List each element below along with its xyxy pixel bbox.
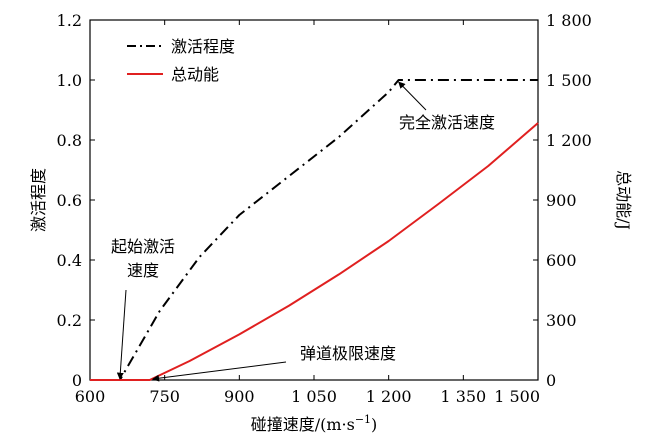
x-axis-label: 碰撞速度/(m·s−1) [251,413,378,434]
legend-label-activation: 激活程度 [171,37,235,56]
right-tick-label: 0 [546,371,556,390]
left-tick-label: 0 [72,371,82,390]
left-tick-label: 0.6 [57,191,82,210]
left-tick-label: 0.8 [57,131,82,150]
annotation-start-activation-label: 起始激活速度 [111,237,175,280]
series-layer [90,79,539,381]
right-axis-label: 总动能/J [614,170,633,230]
right-tick-label: 1 800 [546,11,592,30]
right-tick-label: 1 500 [546,71,592,90]
annotation-full-activation-label: 完全激活速度 [399,113,495,132]
x-tick-label: 1 500 [494,387,540,406]
annotation-start-activation-arrow [116,289,127,380]
right-tick-label: 900 [546,191,577,210]
left-tick-label: 1.0 [57,71,82,90]
x-axis-ticks: 600 750 900 1 050 1 200 1 350 1 500 [75,20,540,406]
x-tick-label: 1 350 [440,387,486,406]
annotation-ballistic-limit-label: 弹道极限速度 [300,344,396,363]
x-tick-label: 1 050 [291,387,337,406]
x-tick-label: 600 [75,387,106,406]
right-tick-label: 600 [546,251,577,270]
right-tick-label: 300 [546,311,577,330]
left-axis-label: 激活程度 [29,168,48,232]
series-line-activation [90,79,538,381]
left-axis-ticks: 0 0.2 0.4 0.6 0.8 1.0 1.2 [57,11,95,390]
left-tick-label: 1.2 [57,11,82,30]
x-tick-label: 750 [149,387,180,406]
legend: 激活程度 总动能 [127,37,235,84]
annotation-ballistic-limit-arrow [152,361,287,382]
series-line-kinetic-energy [90,122,539,381]
x-tick-label: 1 200 [366,387,412,406]
left-tick-label: 0.2 [57,311,82,330]
annotation-full-activation-arrow [398,81,427,111]
x-tick-label: 900 [224,387,255,406]
right-tick-label: 1 200 [546,131,592,150]
legend-label-kinetic-energy: 总动能 [171,65,219,84]
right-axis-ticks: 0 300 600 900 1 200 1 500 1 800 [533,11,592,390]
left-tick-label: 0.4 [57,251,82,270]
